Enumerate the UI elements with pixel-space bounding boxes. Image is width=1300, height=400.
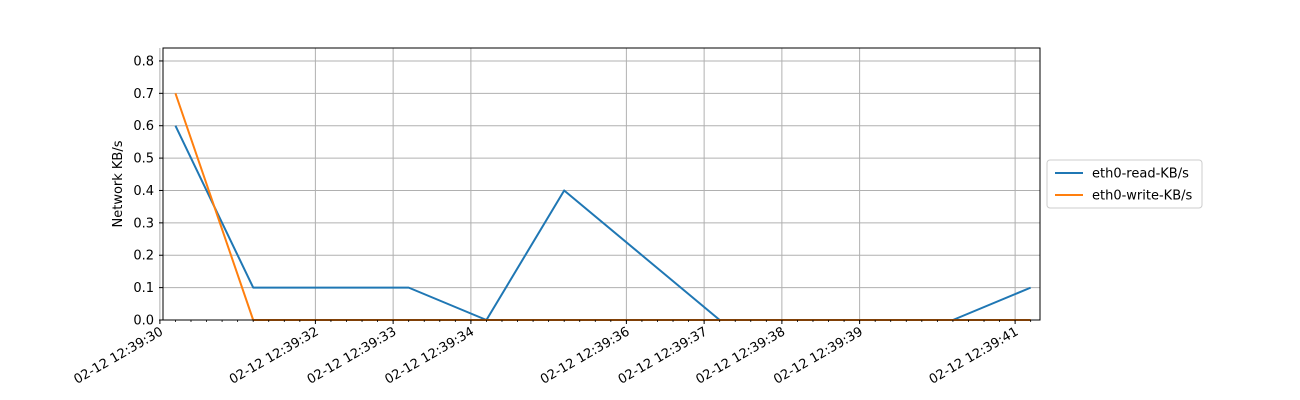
series-lines [174,93,1032,321]
legend-box [1046,159,1203,209]
legend-label: eth0-read-KB/s [1092,167,1189,182]
y-tick-label: 0.0 [133,314,154,329]
series-line-eth0-write-KB/s [174,93,1031,321]
y-tick-label: 0.4 [133,184,154,199]
y-tick-label: 0.3 [133,216,154,231]
grid [159,48,1040,321]
legend: eth0-read-KB/s eth0-write-KB/s [1046,159,1203,209]
legend-label: eth0-write-KB/s [1092,189,1192,204]
y-tick-label: 0.5 [133,152,154,167]
x-tick-label: 02-12 12:39:30 [72,324,166,387]
x-tick-label: 02-12 12:39:41 [927,324,1021,387]
y-tick-label: 0.1 [133,281,154,296]
plot-frame [162,47,1041,321]
y-tick-label: 0.8 [133,54,154,69]
y-tick-label: 0.2 [133,249,154,264]
axes: 0.0 0.1 0.2 0.3 0.4 0.5 0.6 0.7 0.8 02-12 12:39:3… [72,47,1041,388]
y-tick-label: 0.6 [133,119,154,134]
y-axis-label: Network KB/s [111,140,126,227]
y-tick-label: 0.7 [133,87,154,102]
